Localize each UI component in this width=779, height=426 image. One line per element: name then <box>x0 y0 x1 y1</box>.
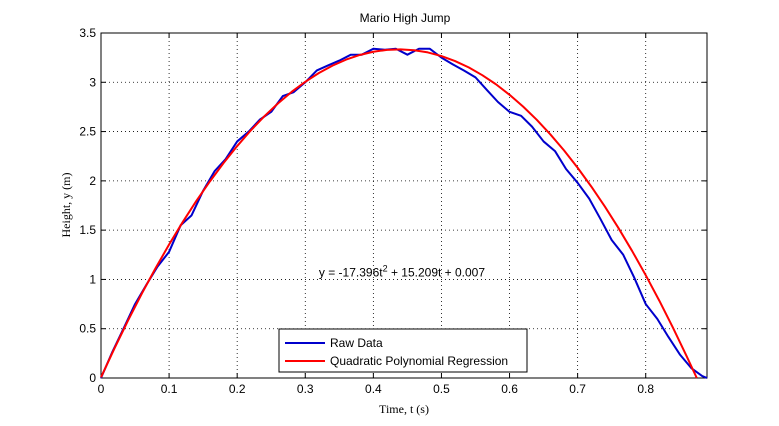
x-axis-label: Time, t (s) <box>379 402 429 416</box>
y-tick-label: 2.5 <box>79 125 96 139</box>
equation-part: + 15.209t + 0.007 <box>388 265 486 279</box>
y-tick-label: 0 <box>89 371 96 385</box>
plot-area-frame <box>100 32 708 379</box>
grid <box>101 33 707 378</box>
equation-part: y = -17.396t <box>319 265 383 279</box>
x-tick-label: 0.1 <box>161 382 178 396</box>
x-tick-label: 0.5 <box>433 382 450 396</box>
series-layer <box>100 47 708 379</box>
x-tick-label: 0 <box>98 382 105 396</box>
chart-title: Mario High Jump <box>360 11 451 25</box>
y-tick-label: 1.5 <box>79 223 96 237</box>
y-tick-label: 2 <box>89 174 96 188</box>
legend-box <box>278 328 528 373</box>
y-tick-label: 3 <box>89 75 96 89</box>
y-tick-label: 1 <box>89 272 96 286</box>
y-tick-label: 0.5 <box>79 322 96 336</box>
y-tick-label: 3.5 <box>79 26 96 40</box>
legend-label-raw: Raw Data <box>330 336 383 350</box>
regression-equation: y = -17.396t2 + 15.209t + 0.007 <box>319 263 485 279</box>
x-tick-label: 0.6 <box>501 382 518 396</box>
x-tick-label: 0.4 <box>365 382 382 396</box>
legend-label-regression: Quadratic Polynomial Regression <box>330 354 508 368</box>
series-line-regression <box>100 48 698 379</box>
y-axis-label: Height, y (m) <box>59 173 73 238</box>
legend: Raw Data Quadratic Polynomial Regression <box>278 328 528 373</box>
equation-exponent: 2 <box>383 263 388 273</box>
x-tick-label: 0.8 <box>637 382 654 396</box>
x-tick-label: 0.3 <box>297 382 314 396</box>
x-tick-label: 0.2 <box>229 382 246 396</box>
axis-ticks: 0 0.1 0.2 0.3 0.4 0.5 0.6 0.7 0.8 0 0.5 1 1.5 2 2.5 3 3.… <box>79 26 707 396</box>
x-tick-label: 0.7 <box>569 382 586 396</box>
